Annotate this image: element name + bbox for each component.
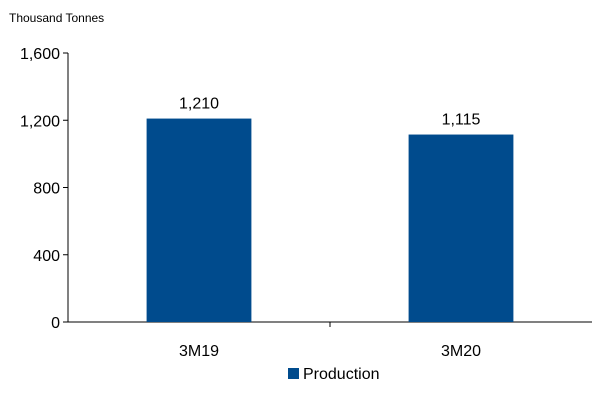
x-category-label: 3M20 — [441, 343, 481, 360]
bar — [408, 134, 514, 322]
legend-swatch — [288, 368, 299, 379]
bar-value-label: 1,115 — [442, 112, 481, 129]
y-tick-label: 800 — [33, 181, 60, 198]
y-tick-label: 1,600 — [20, 46, 60, 63]
y-tick-label: 1,200 — [20, 113, 60, 130]
y-axis: 0 400 800 1,200 1,600 — [20, 46, 69, 332]
bars-group: 1,210 1,115 — [146, 96, 514, 322]
legend: Production — [288, 366, 380, 383]
y-tick-label: 0 — [51, 315, 60, 332]
legend-label: Production — [303, 366, 380, 383]
y-tick-label: 400 — [33, 248, 60, 265]
x-axis: 3M19 3M20 — [68, 321, 592, 360]
y-axis-unit-label: Thousand Tonnes — [9, 11, 104, 25]
x-category-label: 3M19 — [179, 343, 219, 360]
bar — [146, 118, 252, 322]
bar-value-label: 1,210 — [179, 96, 219, 113]
